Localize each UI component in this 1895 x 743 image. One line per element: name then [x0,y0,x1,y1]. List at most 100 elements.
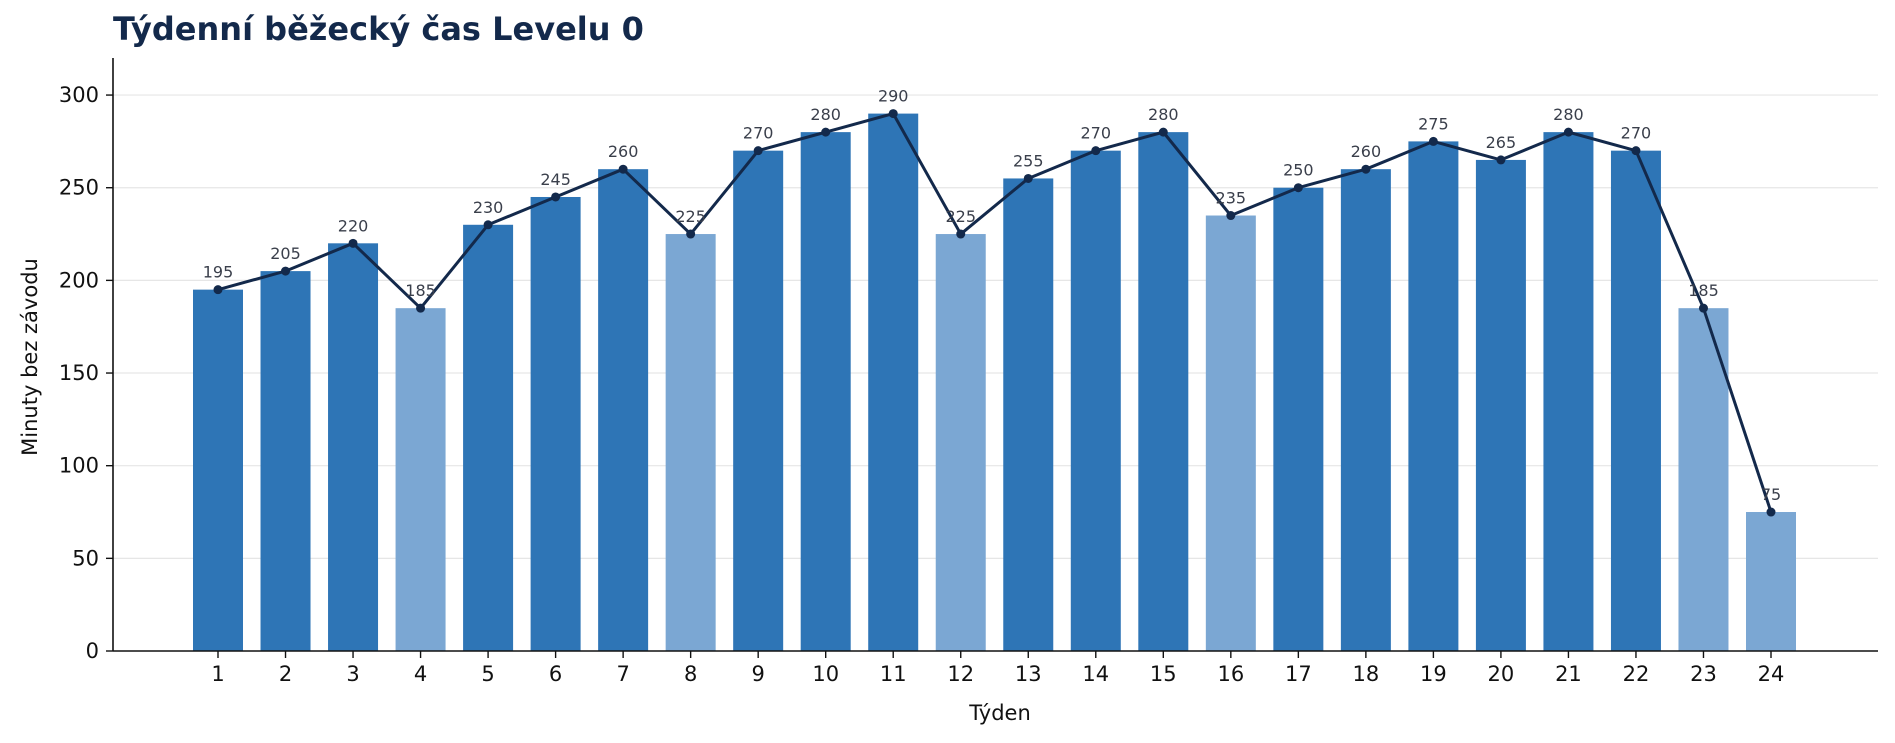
line-point [1631,146,1641,156]
x-tick-label: 1 [211,662,224,686]
line-point [821,127,831,137]
data-label: 290 [878,87,909,106]
line-point [348,238,358,248]
data-label: 225 [945,207,976,226]
x-tick-label: 19 [1420,662,1447,686]
x-tick-label: 8 [684,662,697,686]
data-label: 185 [1688,281,1719,300]
x-tick-label: 22 [1623,662,1650,686]
bar [665,234,716,651]
data-label: 235 [1216,189,1247,208]
x-tick-label: 13 [1015,662,1042,686]
x-tick-label: 5 [481,662,494,686]
line-point [1698,303,1708,313]
line-point [1023,173,1033,183]
x-tick-label: 24 [1758,662,1785,686]
bar [733,150,784,651]
data-label: 280 [1148,105,1179,124]
line-point [686,229,696,239]
data-label: 195 [203,263,234,282]
data-label: 260 [1351,142,1382,161]
x-tick-label: 21 [1555,662,1582,686]
y-tick-label: 0 [86,639,99,663]
data-label: 75 [1761,485,1781,504]
line-point [1766,507,1776,517]
x-tick-label: 18 [1353,662,1380,686]
line-point [416,303,426,313]
x-tick-label: 12 [947,662,974,686]
data-label: 230 [473,198,504,217]
bar [193,289,243,651]
chart-title: Týdenní běžecký čas Levelu 0 [113,10,644,48]
line-point [281,266,291,276]
line-point [551,192,561,202]
line-point [1293,183,1303,193]
bar [868,113,919,651]
line-point [888,109,898,119]
line-point [956,229,966,239]
line-point [1428,136,1438,146]
bar [1408,141,1459,651]
line-point [1091,146,1101,156]
data-label: 260 [608,142,639,161]
data-label: 275 [1418,114,1449,133]
bar [1070,150,1121,651]
data-label: 265 [1486,133,1517,152]
data-label: 185 [405,281,436,300]
line-point [618,164,628,174]
line-point [1158,127,1168,137]
data-labels: 195 205 220 185 230 245 260 225 270 280 290 225 255 2… [203,87,1781,504]
data-label: 250 [1283,161,1314,180]
bar [260,271,311,651]
x-tick-label: 23 [1690,662,1717,686]
x-tick-label: 10 [812,662,839,686]
data-label: 270 [1621,124,1652,143]
bars [193,113,1796,651]
line-point [1563,127,1573,137]
bar [1205,215,1256,651]
y-tick-label: 300 [59,83,99,107]
data-label: 225 [675,207,706,226]
x-tick-label: 17 [1285,662,1312,686]
x-tick-label: 16 [1217,662,1244,686]
data-label: 245 [540,170,571,189]
bar [328,243,379,651]
data-label: 270 [1081,124,1112,143]
data-label: 205 [270,244,301,263]
line-point [213,285,223,295]
bar [1475,159,1526,651]
y-tick-label: 150 [59,361,99,385]
bar [1746,512,1796,651]
data-label: 255 [1013,151,1044,170]
y-tick-label: 250 [59,176,99,200]
line-point [753,146,763,156]
bar [935,234,986,651]
x-tick-label: 4 [414,662,427,686]
bar [1678,308,1729,651]
bar [1543,132,1594,651]
y-tick-label: 200 [59,268,99,292]
data-label: 270 [743,124,774,143]
x-tick-label: 2 [279,662,292,686]
line-point [1361,164,1371,174]
x-tick-label: 14 [1082,662,1109,686]
bar [1610,150,1661,651]
bar [530,196,581,651]
data-label: 220 [338,216,369,235]
x-tick-label: 9 [751,662,764,686]
bar [598,169,649,651]
x-axis-title: Týden [968,701,1031,725]
y-axis-title: Minuty bez závodu [18,258,42,456]
trend-line [217,112,1773,513]
bar [1273,187,1324,651]
line-point [1226,211,1236,221]
bar [395,308,446,651]
data-label: 280 [1553,105,1584,124]
bar [1340,169,1391,651]
x-tick-label: 3 [346,662,359,686]
line-point [1496,155,1506,165]
y-tick-label: 100 [59,454,99,478]
x-tick-label: 7 [616,662,629,686]
